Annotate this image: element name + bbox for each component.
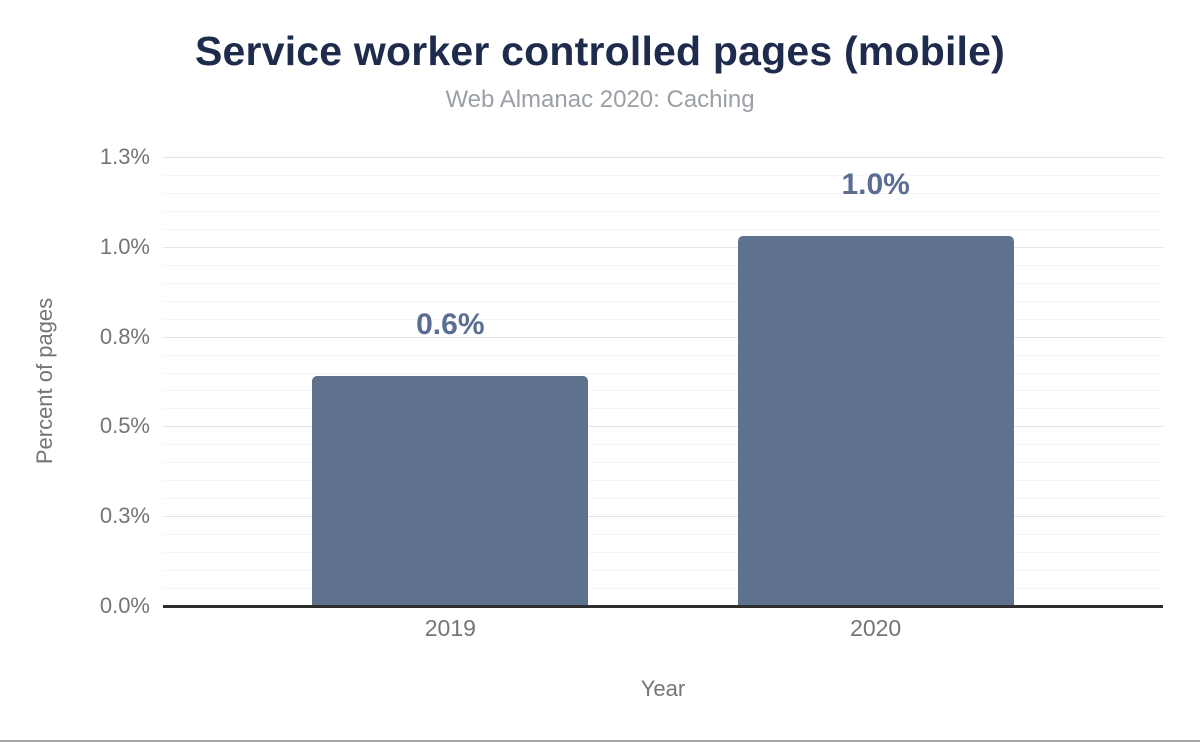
- x-tick-label-2020: 2020: [850, 615, 902, 641]
- y-tick-label: 0.5%: [99, 413, 150, 439]
- gridline-minor: [163, 300, 1163, 302]
- gridline-minor: [163, 462, 1163, 464]
- gridline-minor: [163, 552, 1163, 554]
- gridline-major: [163, 426, 1163, 428]
- gridline-major: [163, 246, 1163, 248]
- gridline-major: [163, 157, 1163, 158]
- gridline-minor: [163, 444, 1163, 446]
- gridline-minor: [163, 408, 1163, 410]
- gridline-major: [163, 336, 1163, 338]
- x-axis-line: [163, 605, 1163, 608]
- gridline-minor: [163, 480, 1163, 482]
- chart-title: Service worker controlled pages (mobile): [194, 28, 1006, 74]
- gridline-minor: [163, 282, 1163, 284]
- y-tick-label: 0.3%: [99, 503, 150, 529]
- gridline-minor: [163, 390, 1163, 392]
- gridline-minor: [163, 192, 1163, 194]
- gridline-minor: [163, 210, 1163, 212]
- gridline-minor: [163, 534, 1163, 536]
- bar-value-label-2019: 0.6%: [416, 308, 485, 342]
- gridline-minor: [163, 264, 1163, 266]
- y-axis-title: Percent of pages: [32, 297, 57, 465]
- bar-2020[interactable]: [737, 236, 1014, 606]
- gridline-minor: [163, 228, 1163, 230]
- gridline-minor: [163, 174, 1163, 176]
- gridline-minor: [163, 318, 1163, 320]
- x-axis-title: Year: [640, 676, 686, 701]
- plot-area: [163, 137, 1163, 608]
- y-tick-label: 1.0%: [99, 233, 150, 259]
- x-tick-label-2019: 2019: [424, 615, 476, 641]
- gridline-minor: [163, 498, 1163, 500]
- gridline-major: [163, 516, 1163, 518]
- gridline-minor: [163, 372, 1163, 374]
- y-tick-label: 0.8%: [99, 323, 150, 349]
- y-tick-label: 0.0%: [99, 593, 150, 618]
- bar-value-label-2020: 1.0%: [841, 168, 910, 202]
- chart-subtitle: Web Almanac 2020: Caching: [445, 86, 755, 113]
- gridline-minor: [163, 570, 1163, 572]
- bar-2019[interactable]: [312, 376, 589, 606]
- gridline-minor: [163, 588, 1163, 590]
- gridline-minor: [163, 354, 1163, 356]
- y-tick-label: 1.3%: [99, 144, 150, 169]
